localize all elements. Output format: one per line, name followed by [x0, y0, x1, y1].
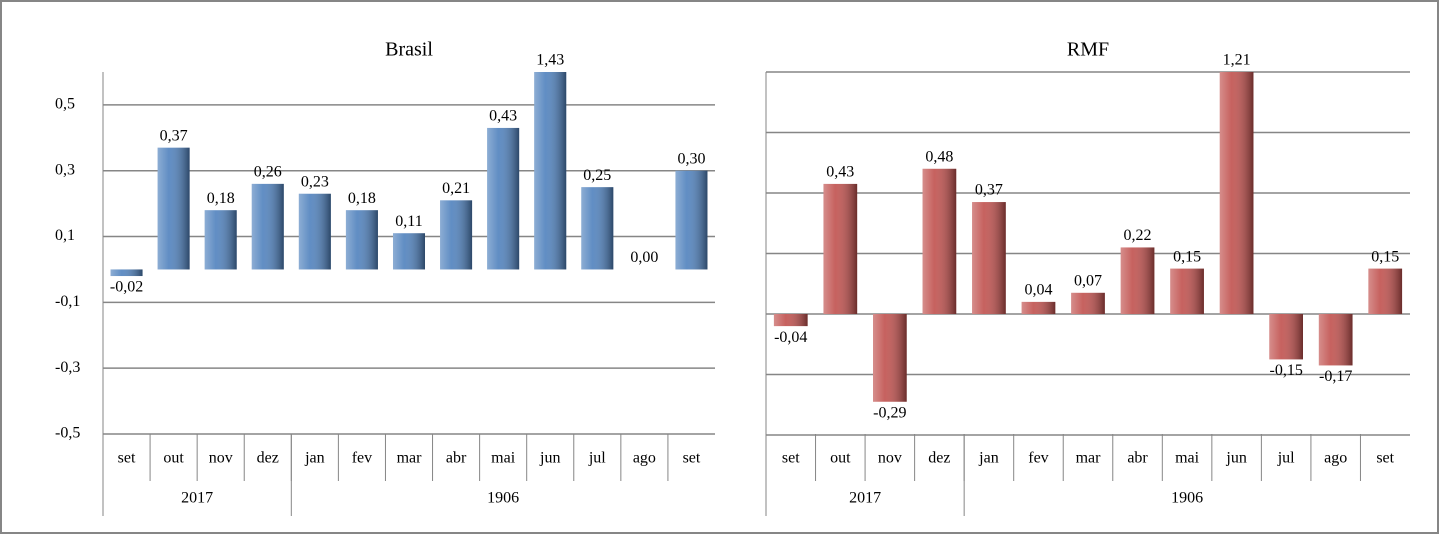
group-label: 1906 [1171, 490, 1203, 507]
bar [1318, 314, 1353, 366]
x-tick-label: set [118, 450, 136, 467]
x-tick-label: jun [539, 450, 560, 467]
value-label: -0,15 [1269, 362, 1302, 379]
x-tick-label: jul [588, 450, 606, 467]
value-label: 0,15 [1371, 248, 1399, 265]
value-label: 0,18 [348, 190, 376, 207]
bar [873, 314, 907, 402]
x-tick-label: mar [397, 450, 423, 467]
bar [675, 170, 708, 270]
value-label: 0,23 [301, 173, 329, 190]
x-tick-label: set [782, 450, 800, 467]
x-tick-label: nov [878, 450, 902, 467]
x-tick-label: ago [1324, 450, 1347, 467]
bar [1021, 301, 1056, 314]
group-label: 1906 [487, 490, 519, 507]
value-label: 0,00 [630, 249, 658, 266]
x-tick-label: mai [1175, 450, 1200, 467]
x-tick-label: nov [209, 450, 233, 467]
value-label: 1,21 [1223, 52, 1251, 69]
bar [1368, 268, 1403, 314]
bar [157, 147, 190, 270]
value-label: 0,18 [207, 190, 235, 207]
value-label: 0,22 [1124, 227, 1152, 244]
value-label: 0,37 [975, 182, 1003, 199]
x-tick-label: mar [1076, 450, 1102, 467]
value-label: 0,43 [826, 164, 854, 181]
value-label: 0,15 [1173, 248, 1201, 265]
x-tick-label: fev [1028, 450, 1048, 467]
bar [1071, 292, 1105, 314]
bar [298, 193, 331, 270]
x-tick-label: jan [978, 450, 999, 467]
x-tick-label: jan [304, 450, 325, 467]
group-label: 2017 [849, 490, 881, 507]
value-label: 0,25 [583, 167, 611, 184]
value-label: 0,48 [925, 148, 953, 165]
x-tick-label: abr [1127, 450, 1148, 467]
group-label: 2017 [181, 490, 213, 507]
x-tick-label: ago [633, 450, 656, 467]
chart-title: RMF [1067, 39, 1109, 61]
bar [440, 200, 473, 270]
bar [110, 269, 143, 277]
value-label: 0,26 [254, 164, 282, 181]
value-label: -0,17 [1319, 368, 1352, 385]
bar [773, 314, 808, 327]
value-label: 1,43 [536, 52, 564, 69]
x-tick-label: mai [491, 450, 516, 467]
y-tick-label: -0,1 [55, 293, 80, 310]
value-label: -0,02 [110, 279, 143, 296]
x-tick-label: dez [928, 450, 950, 467]
x-tick-label: out [163, 450, 184, 467]
y-tick-label: 0,5 [55, 96, 75, 113]
bar [823, 183, 858, 314]
x-tick-label: out [830, 450, 851, 467]
x-tick-label: dez [257, 450, 279, 467]
x-tick-label: jul [1277, 450, 1295, 467]
value-label: 0,30 [677, 150, 705, 167]
value-label: 0,04 [1024, 282, 1052, 299]
value-label: -0,04 [774, 329, 807, 346]
y-tick-label: -0,3 [55, 359, 80, 376]
value-label: 0,21 [442, 180, 470, 197]
y-tick-label: 0,1 [55, 227, 75, 244]
bar [581, 187, 614, 270]
bar [345, 210, 378, 270]
x-tick-label: set [683, 450, 701, 467]
value-label: 0,43 [489, 108, 517, 125]
value-label: 0,07 [1074, 272, 1102, 289]
bar [204, 210, 237, 270]
bar [1120, 247, 1155, 314]
bar [922, 168, 957, 314]
x-tick-label: set [1376, 450, 1394, 467]
value-label: 0,11 [395, 213, 422, 230]
x-tick-label: abr [446, 450, 467, 467]
bar [1170, 268, 1204, 314]
bar [251, 183, 284, 270]
bar [972, 202, 1006, 314]
x-tick-label: jun [1225, 450, 1246, 467]
y-tick-label: 0,3 [55, 161, 75, 178]
value-label: -0,29 [873, 404, 906, 421]
bar [487, 127, 520, 270]
bar [392, 233, 426, 270]
chart-title: Brasil [385, 39, 433, 61]
y-tick-label: -0,5 [55, 425, 80, 442]
bar [1269, 314, 1303, 360]
x-tick-label: fev [352, 450, 372, 467]
value-label: 0,37 [160, 127, 188, 144]
